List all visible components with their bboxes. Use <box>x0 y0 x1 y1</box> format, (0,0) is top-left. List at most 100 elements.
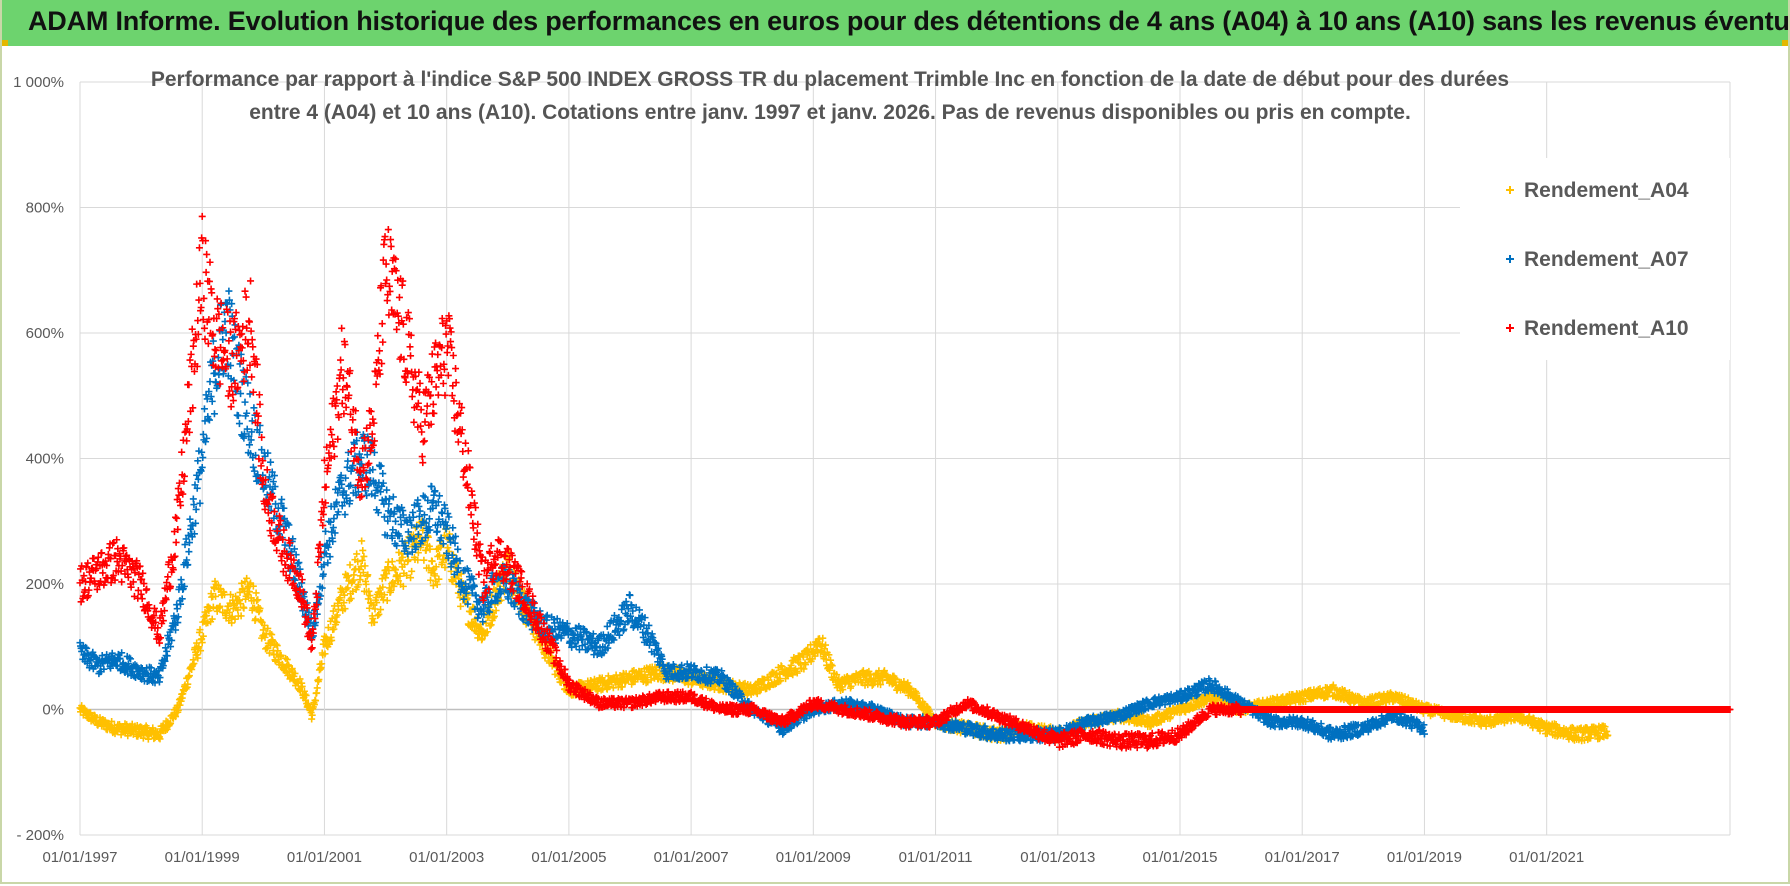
data-point <box>346 561 354 569</box>
data-point <box>435 492 443 500</box>
data-point <box>296 675 304 683</box>
data-point <box>361 562 369 570</box>
data-point <box>249 463 257 471</box>
data-point <box>308 711 316 719</box>
data-point <box>373 599 381 607</box>
data-point <box>433 527 441 535</box>
data-point <box>429 582 437 590</box>
data-point <box>382 574 390 582</box>
data-point <box>383 486 391 494</box>
data-point <box>620 625 628 633</box>
data-point <box>428 557 436 565</box>
data-point <box>312 697 320 705</box>
data-point <box>197 647 205 655</box>
data-point <box>225 287 233 295</box>
data-point <box>291 669 299 677</box>
data-point <box>362 580 370 588</box>
data-point <box>414 556 422 564</box>
data-point <box>432 563 440 571</box>
data-point <box>364 571 372 579</box>
data-point <box>167 719 175 727</box>
data-point <box>265 649 273 657</box>
data-point <box>137 723 145 731</box>
data-point <box>198 639 206 647</box>
data-point <box>203 612 211 620</box>
data-point <box>365 587 373 595</box>
data-point <box>199 632 207 640</box>
data-point <box>359 569 367 577</box>
data-point <box>422 546 430 554</box>
data-point <box>237 612 245 620</box>
data-point <box>156 735 164 743</box>
data-point <box>329 607 337 615</box>
data-point <box>429 566 437 574</box>
data-point <box>231 615 239 623</box>
data-point <box>210 585 218 593</box>
data-point <box>369 615 377 623</box>
data-point <box>228 619 236 627</box>
data-point <box>387 586 395 594</box>
data-point <box>301 690 309 698</box>
data-point <box>249 582 257 590</box>
data-point <box>363 491 371 499</box>
data-point <box>261 633 269 641</box>
data-point <box>264 624 272 632</box>
data-point <box>336 594 344 602</box>
data-point <box>403 571 411 579</box>
data-point <box>412 524 420 532</box>
data-point <box>377 606 385 614</box>
data-point <box>407 574 415 582</box>
data-point <box>394 577 402 585</box>
data-point <box>383 597 391 605</box>
data-point <box>235 420 243 428</box>
data-point <box>194 654 202 662</box>
data-point <box>427 576 435 584</box>
data-point <box>380 591 388 599</box>
data-point <box>283 656 291 664</box>
data-point <box>322 527 330 535</box>
data-point <box>185 672 193 680</box>
data-point <box>385 566 393 574</box>
data-point <box>252 589 260 597</box>
data-point <box>232 592 240 600</box>
data-point <box>245 588 253 596</box>
data-point <box>234 412 242 420</box>
data-point <box>416 507 424 515</box>
data-point <box>244 379 252 387</box>
data-point <box>420 556 428 564</box>
data-point <box>225 608 233 616</box>
data-point <box>457 602 465 610</box>
data-point <box>400 561 408 569</box>
data-point <box>184 680 192 688</box>
data-point <box>330 625 338 633</box>
data-point <box>388 558 396 566</box>
data-point <box>267 458 275 466</box>
data-point <box>108 717 116 725</box>
data-point <box>358 537 366 545</box>
data-point <box>220 591 228 599</box>
data-point <box>216 602 224 610</box>
data-point <box>278 495 286 503</box>
data-point <box>404 556 412 564</box>
data-point <box>196 626 204 634</box>
data-point <box>172 713 180 721</box>
data-point <box>379 470 387 478</box>
data-point <box>426 545 434 553</box>
data-point <box>208 615 216 623</box>
data-point <box>302 691 310 699</box>
data-point <box>454 545 462 553</box>
data-point <box>375 610 383 618</box>
data-point <box>257 618 265 626</box>
data-point <box>234 606 242 614</box>
data-point <box>340 599 348 607</box>
data-point <box>235 597 243 605</box>
data-point <box>269 637 277 645</box>
data-point <box>344 584 352 592</box>
data-point <box>211 369 219 377</box>
data-point <box>366 592 374 600</box>
data-point <box>354 558 362 566</box>
banner-corner-left <box>0 40 8 46</box>
data-point <box>420 511 428 519</box>
